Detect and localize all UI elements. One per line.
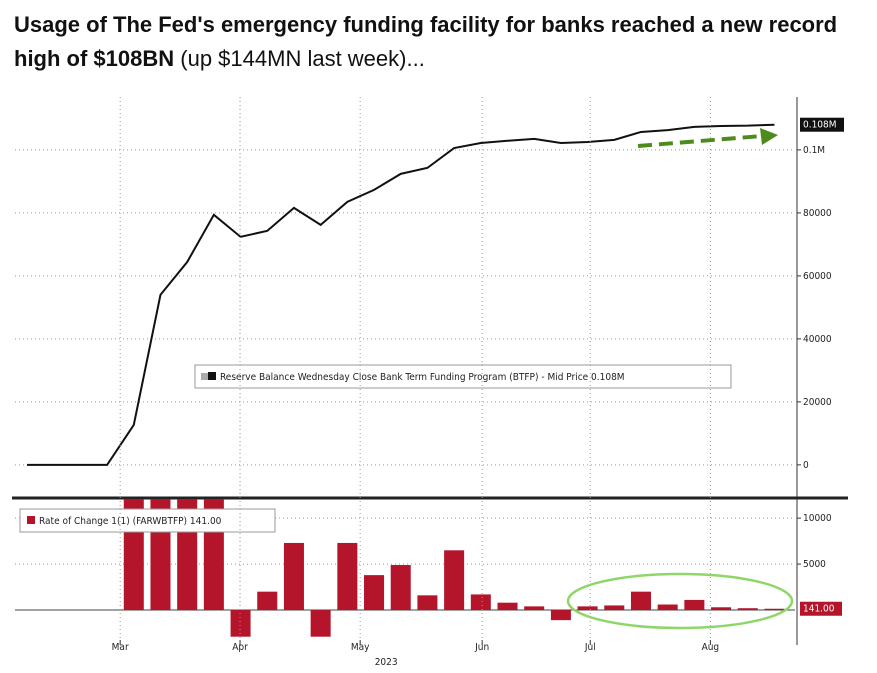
- annotation-arrowhead: [760, 128, 778, 145]
- bar: [337, 542, 358, 611]
- x-tick-label: Aug: [702, 642, 720, 653]
- legend-label: Reserve Balance Wednesday Close Bank Ter…: [220, 372, 625, 383]
- plot-area: [27, 123, 775, 466]
- bar: [257, 591, 278, 611]
- bar: [497, 602, 518, 611]
- bar: [364, 575, 385, 611]
- y-tick-label: 60000: [803, 271, 832, 282]
- bar: [283, 542, 304, 611]
- bar: [550, 610, 571, 621]
- bar: [177, 499, 198, 611]
- annotation-ellipse: [566, 572, 794, 630]
- bar: [444, 550, 465, 611]
- x-tick-label: Mar: [112, 642, 129, 653]
- bar: [737, 608, 758, 611]
- bar: [390, 565, 411, 611]
- last-value-label: 141.00: [803, 604, 835, 615]
- legend-box: [19, 508, 276, 533]
- y-tick-label: 20000: [803, 397, 832, 408]
- last-value-label: 0.108M: [803, 120, 837, 131]
- plot-area: [15, 499, 795, 637]
- legend-box: [194, 364, 732, 389]
- bar: [417, 595, 438, 611]
- bar: [630, 591, 651, 611]
- bar: [764, 608, 785, 611]
- headline-bold: Usage of The Fed's emergency funding fac…: [14, 12, 838, 71]
- bar: [577, 606, 598, 611]
- legend-swatch: [27, 516, 35, 524]
- x-tick-label: May: [351, 642, 370, 653]
- bar: [684, 599, 705, 611]
- x-tick-label: Jul: [584, 642, 596, 653]
- annotation-arrow: [637, 134, 763, 148]
- headline-rest: (up $144MN last week)...: [180, 46, 425, 71]
- legend-swatch: [208, 372, 216, 380]
- y-tick-label: 10000: [803, 513, 832, 524]
- headline: Usage of The Fed's emergency funding fac…: [14, 8, 874, 76]
- bar: [230, 610, 251, 637]
- y-tick-label: 80000: [803, 208, 832, 219]
- y-tick-label: 0.1M: [803, 145, 825, 156]
- legend-swatch-shadow: [201, 373, 208, 380]
- bar: [657, 604, 678, 611]
- x-tick-label: Apr: [232, 642, 248, 653]
- bar: [604, 605, 625, 611]
- legend-label: Rate of Change 1(1) (FARWBTFP) 141.00: [39, 516, 222, 527]
- y-tick-label: 5000: [803, 559, 826, 570]
- bar: [711, 607, 732, 611]
- last-value-tag: [800, 117, 844, 132]
- bar: [203, 499, 224, 611]
- y-tick-label: 0: [803, 460, 809, 471]
- bar: [310, 610, 331, 637]
- x-axis-label: 2023: [375, 657, 398, 668]
- bar: [524, 606, 545, 611]
- line: [27, 123, 775, 466]
- x-tick-label: Jun: [474, 642, 489, 653]
- last-value-tag: [800, 601, 842, 616]
- y-tick-label: 40000: [803, 334, 832, 345]
- bar: [470, 594, 491, 611]
